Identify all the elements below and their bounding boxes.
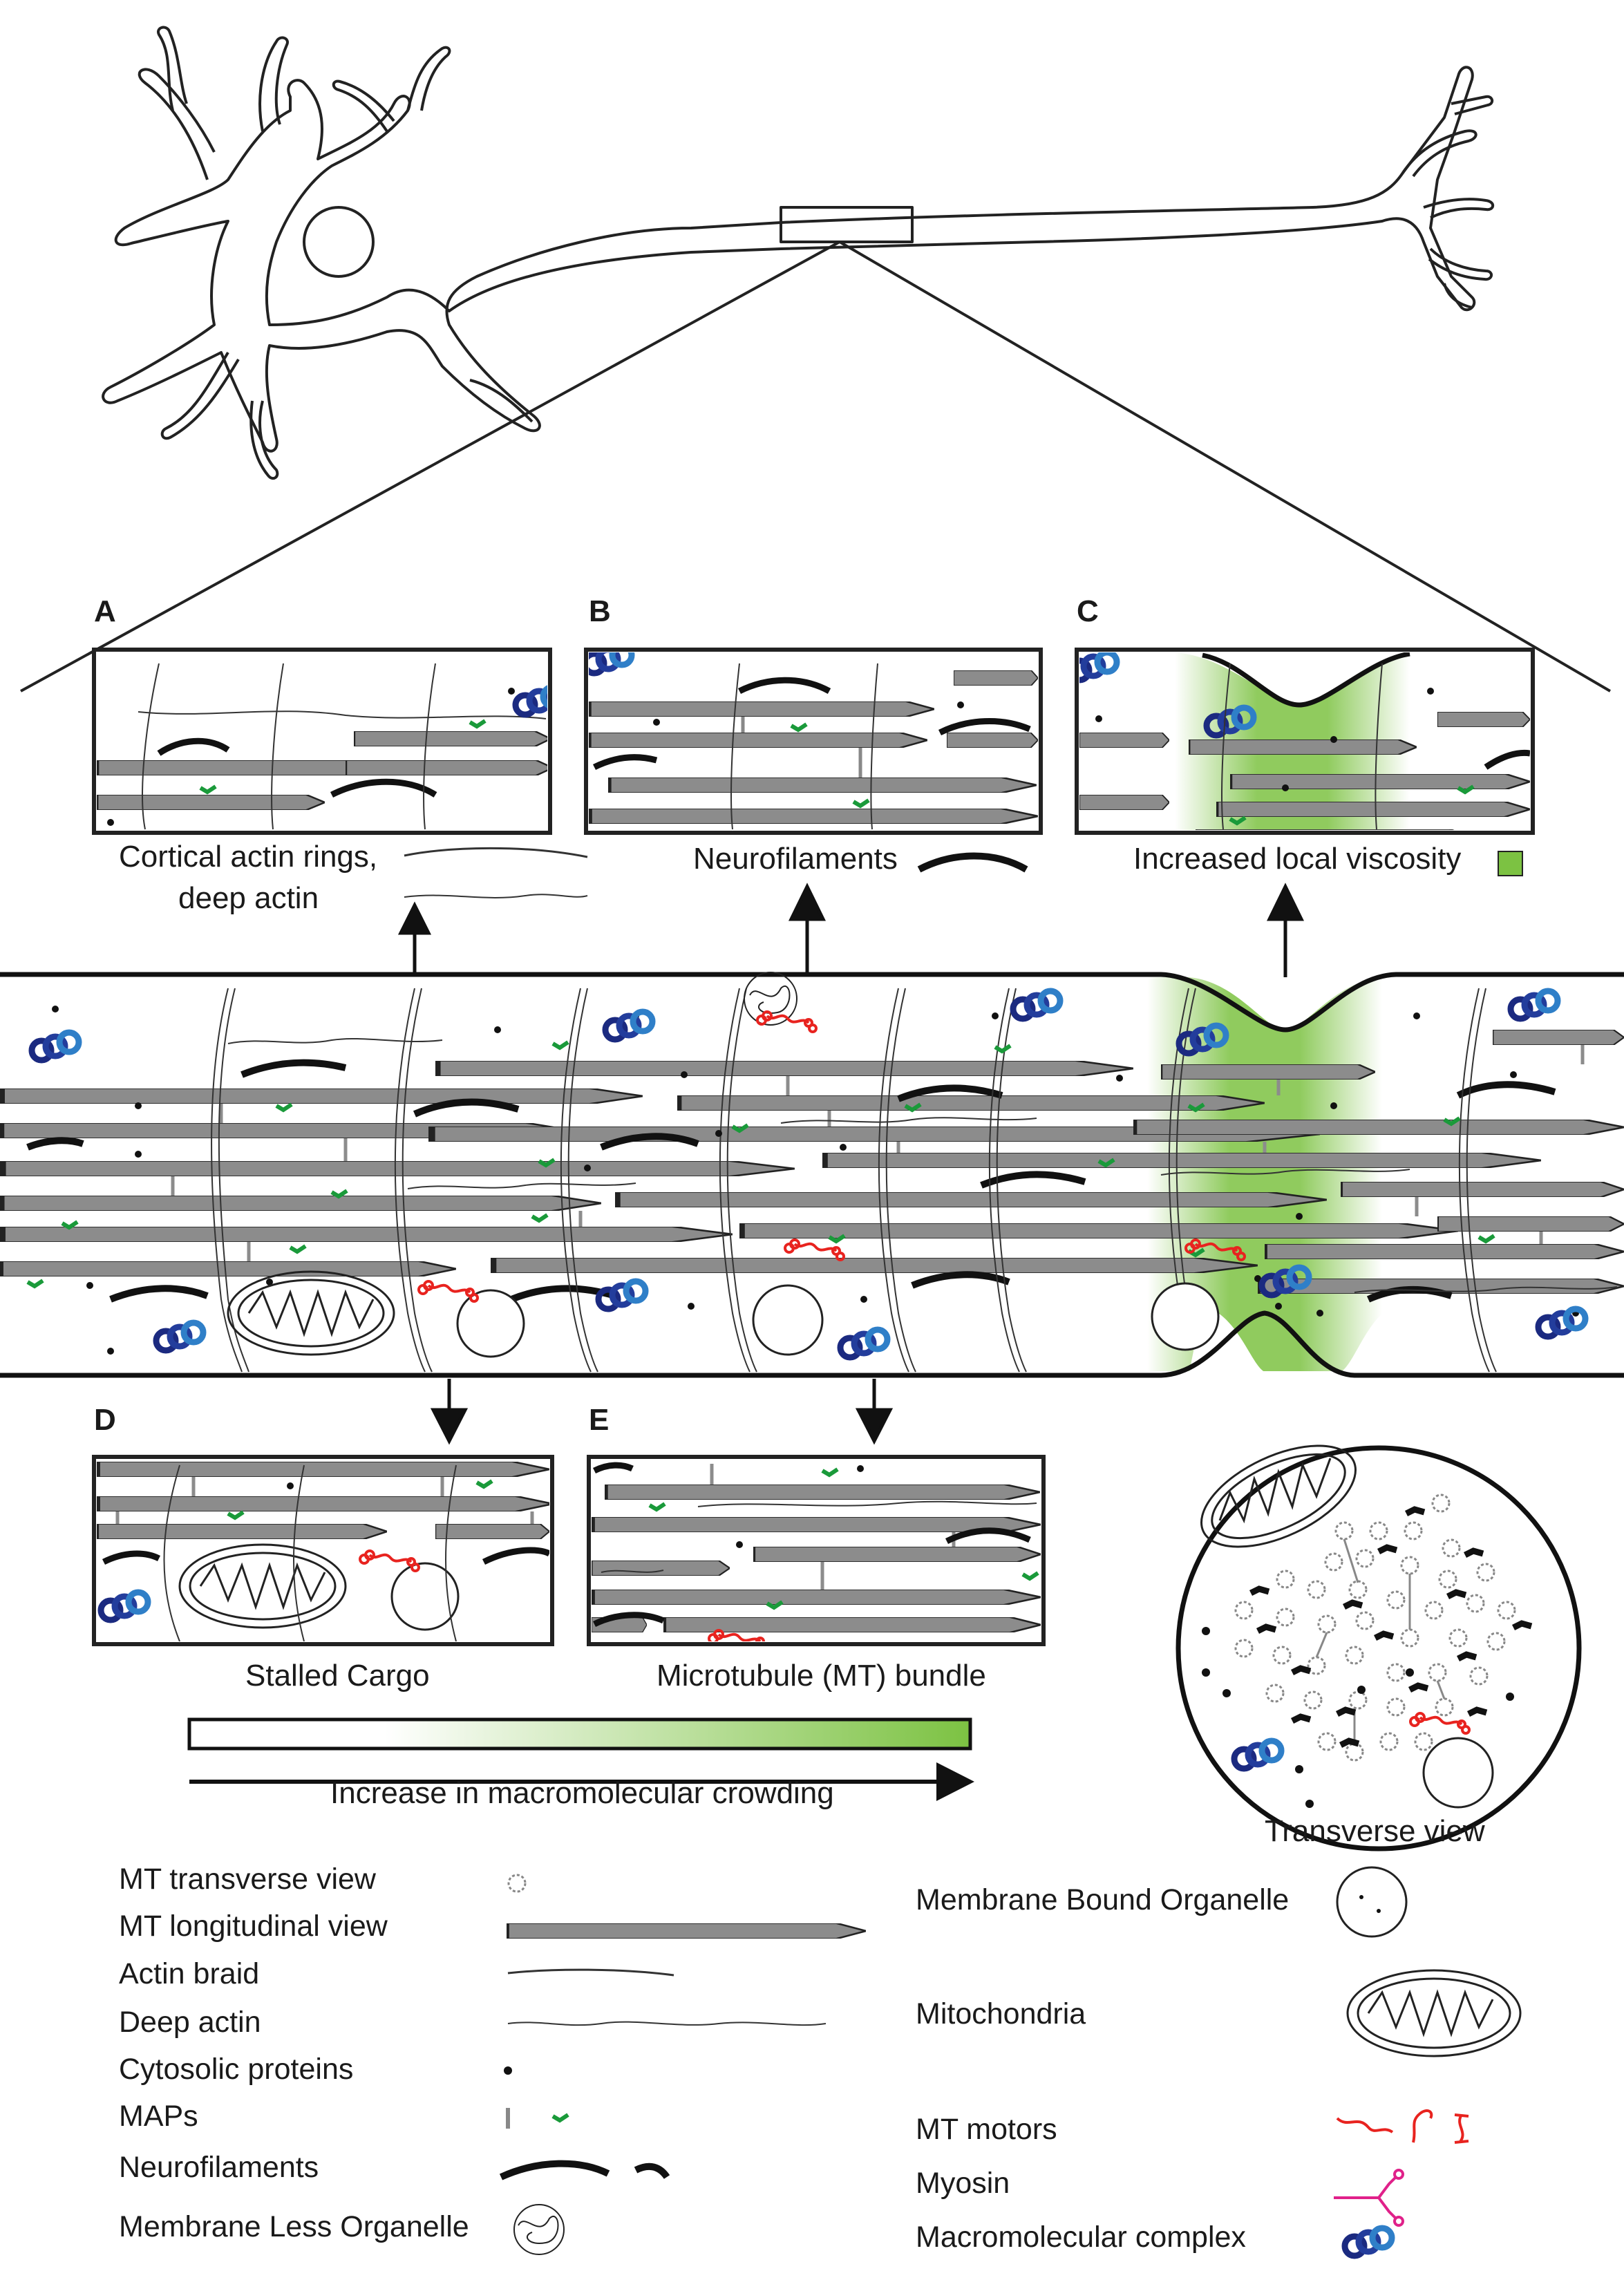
panel-e-caption: Microtubule (MT) bundle	[657, 1659, 986, 1693]
legend-label-macromolecular-complex: Macromolecular complex	[916, 2221, 1246, 2254]
membrane-bound-organelle-icon	[1336, 1866, 1408, 1938]
actin-braid-caption-icon	[404, 847, 588, 858]
legend-label-mitochondria: Mitochondria	[916, 1997, 1086, 2030]
panel-c-caption: Increased local viscosity	[1133, 842, 1462, 876]
crowding-bar-label: Increase in macromolecular crowding	[330, 1776, 834, 1810]
cytosolic-protein-icon	[504, 2066, 512, 2075]
legend-icons	[499, 1866, 1522, 2256]
crowding-gradient-bar	[187, 1717, 974, 1801]
neuron-outline	[102, 26, 1495, 480]
axon-segment	[0, 972, 1624, 1378]
deep-actin-icon	[507, 2021, 827, 2026]
membrane-less-organelle-icon	[513, 2204, 565, 2255]
neurofilament-icon	[499, 2160, 670, 2180]
zoom-lines	[20, 241, 1612, 692]
panel-d-content	[97, 1462, 549, 1641]
transverse-view-label: Transverse view	[1265, 1814, 1485, 1848]
legend-label-actin-braid: Actin braid	[119, 1957, 260, 1990]
mt-transverse-icon	[507, 1874, 527, 1893]
legend-label-neurofilaments: Neurofilaments	[119, 2151, 319, 2184]
myosin-icon	[1334, 2169, 1404, 2227]
mt-motor-icon	[1336, 2109, 1469, 2144]
legend-label-mt-transverse: MT transverse view	[119, 1863, 376, 1896]
legend-label-membrane-bound-organelle: Membrane Bound Organelle	[916, 1883, 1290, 1916]
panel-a-caption-line2: deep actin	[178, 881, 319, 915]
actin-braid-icon	[507, 1968, 674, 1977]
panel-b-letter: B	[589, 594, 611, 628]
panel-c-content	[1079, 652, 1530, 830]
panel-a-content	[97, 663, 563, 830]
legend-label-mt-motors: MT motors	[916, 2113, 1057, 2146]
panel-d-caption: Stalled Cargo	[245, 1659, 430, 1693]
macromolecular-complex-icon	[1345, 2228, 1392, 2256]
mitochondria-icon	[1346, 1969, 1522, 2057]
viscosity-swatch	[1498, 851, 1523, 876]
panel-a-caption-line1: Cortical actin rings,	[119, 840, 378, 874]
panel-b-caption: Neurofilaments	[693, 842, 898, 876]
maps-icon	[506, 2108, 568, 2129]
deep-actin-caption-icon	[404, 894, 588, 898]
panel-a-letter: A	[94, 594, 116, 628]
legend-label-deep-actin: Deep actin	[119, 2006, 261, 2039]
transverse-view-circle	[1175, 1444, 1582, 1851]
panel-e-letter: E	[589, 1403, 610, 1437]
legend-label-membrane-less-organelle: Membrane Less Organelle	[119, 2210, 469, 2243]
panel-e-content	[592, 1462, 1041, 1641]
legend-label-maps: MAPs	[119, 2100, 198, 2133]
legend-label-myosin: Myosin	[916, 2167, 1010, 2200]
neurofilament-caption-icon	[917, 852, 1028, 873]
panel-b-content	[585, 646, 1038, 830]
mt-longitudinal-icon	[507, 1923, 866, 1939]
panel-c-letter: C	[1077, 594, 1099, 628]
panel-d-letter: D	[94, 1403, 116, 1437]
arrows-down	[430, 1379, 894, 1445]
legend-label-cytosolic-proteins: Cytosolic proteins	[119, 2053, 354, 2086]
legend-label-mt-longitudinal: MT longitudinal view	[119, 1910, 388, 1943]
